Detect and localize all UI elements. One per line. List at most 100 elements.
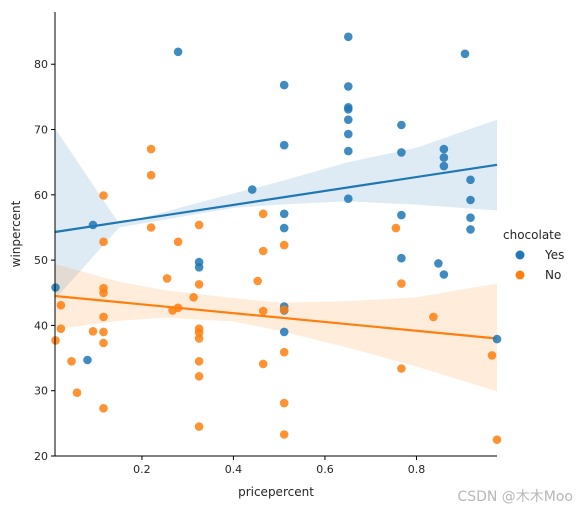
point-yes-21: [397, 120, 406, 130]
point-no-31: [258, 209, 268, 219]
y-axis-label: winpercent: [9, 200, 23, 267]
point-yes-20: [344, 194, 353, 203]
point-no-22: [194, 220, 204, 230]
point-no-9: [99, 288, 108, 298]
point-no-38: [279, 398, 289, 408]
point-no-6: [99, 191, 108, 200]
x-tick-label: 0.2: [133, 463, 151, 476]
point-yes-33: [466, 213, 475, 222]
point-yes-29: [439, 270, 449, 279]
y-tick-label: 20: [34, 450, 48, 463]
point-yes-8: [279, 209, 289, 219]
point-no-30: [253, 276, 262, 286]
point-no-45: [492, 435, 502, 445]
point-yes-2: [173, 47, 183, 57]
ci-band-yes: [55, 119, 497, 300]
legend-label-yes: Yes: [544, 248, 564, 262]
point-no-41: [397, 279, 406, 288]
point-yes-28: [439, 161, 449, 171]
point-no-5: [88, 327, 98, 336]
legend-title: chocolate: [503, 228, 561, 242]
point-no-27: [194, 357, 204, 366]
point-yes-4: [194, 263, 204, 272]
point-no-2: [56, 324, 66, 334]
point-yes-27: [439, 153, 449, 162]
x-tick-label: 0.4: [225, 463, 243, 476]
x-tick-label: 0.8: [408, 463, 426, 476]
point-no-32: [258, 246, 268, 256]
y-tick-label: 80: [34, 58, 48, 71]
point-no-35: [279, 240, 289, 250]
point-no-36: [279, 305, 289, 315]
point-no-10: [99, 312, 108, 322]
point-no-7: [99, 237, 108, 247]
point-no-11: [99, 327, 108, 337]
point-yes-24: [397, 253, 406, 263]
point-yes-16: [344, 105, 353, 114]
point-no-34: [258, 359, 268, 369]
legend-marker-no: [515, 270, 525, 280]
point-no-29: [194, 422, 204, 431]
point-no-21: [189, 293, 198, 302]
point-yes-22: [397, 148, 406, 157]
point-yes-12: [279, 327, 289, 337]
point-yes-18: [344, 129, 353, 139]
x-tick-label: 0.6: [316, 463, 334, 476]
point-no-13: [99, 404, 108, 413]
point-yes-34: [466, 225, 475, 234]
regression-line-no: [54, 294, 498, 340]
point-no-44: [487, 351, 497, 360]
point-yes-26: [439, 144, 449, 154]
y-tick-label: 70: [34, 124, 48, 137]
point-yes-17: [344, 115, 353, 124]
point-no-20: [173, 303, 183, 313]
point-yes-25: [434, 259, 443, 268]
point-no-17: [162, 274, 172, 283]
point-no-40: [391, 223, 401, 233]
legend: chocolate Yes No: [503, 228, 564, 282]
y-tick-label: 50: [34, 254, 48, 267]
point-yes-14: [344, 82, 353, 91]
point-yes-1: [88, 220, 98, 230]
confidence-bands: [55, 119, 497, 392]
point-no-23: [194, 280, 204, 289]
y-tick-label: 60: [34, 189, 48, 202]
ci-band-no: [55, 264, 497, 392]
point-yes-23: [397, 210, 406, 220]
point-no-25: [194, 328, 204, 337]
point-no-37: [279, 347, 289, 357]
x-axis-label: pricepercent: [238, 485, 314, 499]
scatter-points: [51, 32, 502, 445]
axes: [54, 12, 497, 457]
point-no-3: [67, 357, 76, 366]
y-tick-label: 40: [34, 319, 48, 332]
point-yes-31: [466, 175, 475, 185]
point-yes-13: [344, 32, 353, 42]
point-no-16: [146, 223, 156, 232]
ticks: 0.2 0.4 0.6 0.8 20 30 40 50 60 70 80: [34, 58, 425, 476]
regression-lines: [54, 163, 498, 340]
point-no-1: [56, 300, 66, 310]
regression-line-yes: [54, 163, 498, 234]
point-no-42: [397, 364, 406, 373]
point-no-12: [99, 338, 108, 348]
watermark: CSDN @木木Moo: [457, 489, 573, 505]
point-yes-35: [492, 334, 502, 344]
point-yes-9: [279, 223, 289, 233]
point-no-33: [258, 306, 268, 316]
point-yes-36: [83, 355, 92, 365]
y-tick-label: 30: [34, 385, 48, 398]
point-no-26: [194, 334, 204, 343]
point-no-15: [146, 170, 156, 180]
point-no-4: [72, 388, 82, 398]
point-no-28: [194, 372, 204, 381]
legend-label-no: No: [545, 268, 561, 282]
point-no-43: [429, 312, 438, 322]
point-yes-7: [279, 140, 289, 150]
point-yes-6: [279, 80, 289, 90]
point-yes-5: [247, 185, 257, 194]
point-yes-19: [344, 146, 353, 156]
point-yes-30: [460, 49, 470, 59]
point-no-14: [146, 144, 156, 154]
